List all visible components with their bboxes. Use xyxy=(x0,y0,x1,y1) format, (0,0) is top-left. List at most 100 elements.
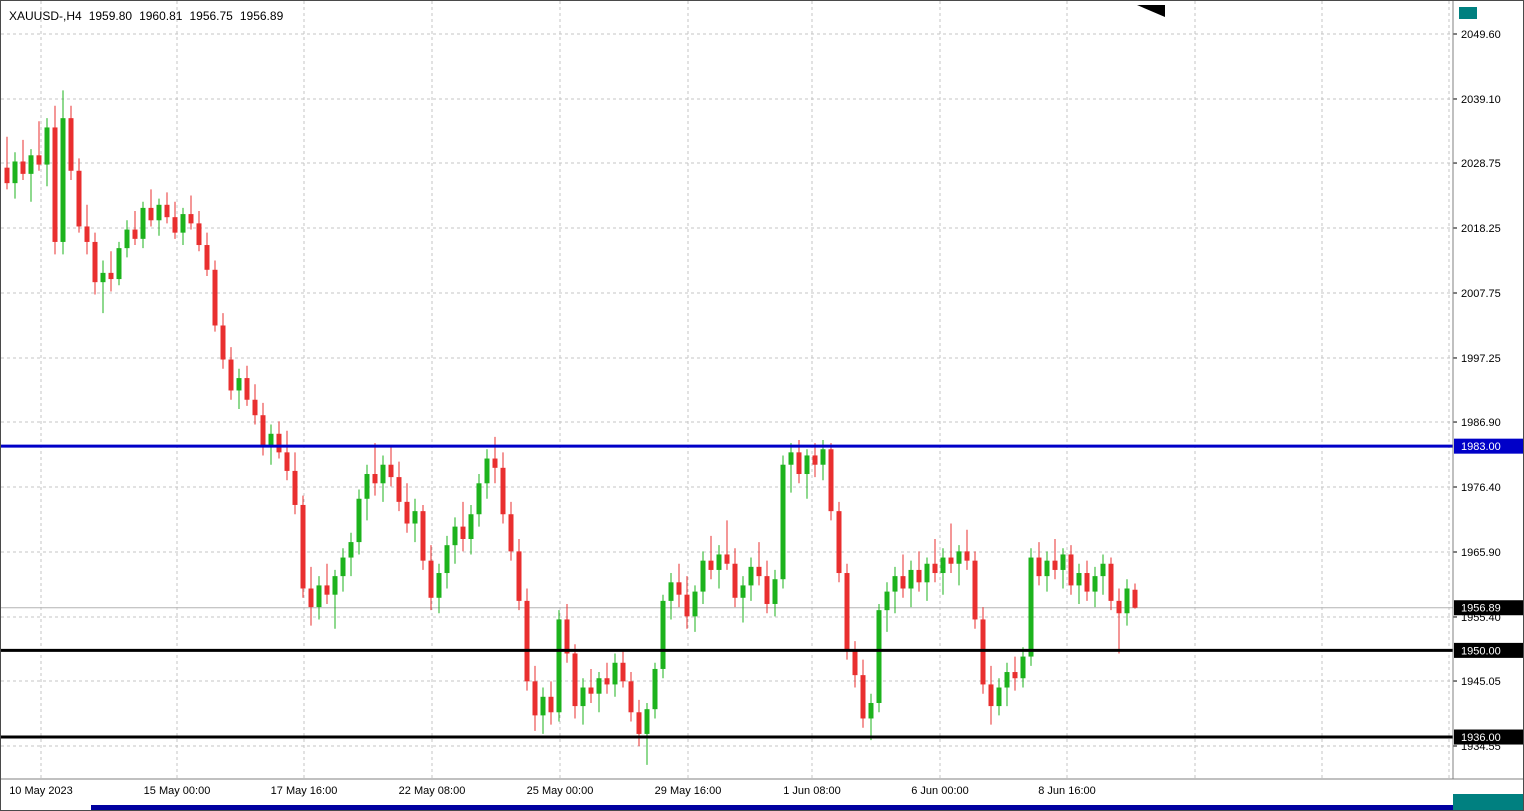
candle xyxy=(532,681,538,716)
candle xyxy=(20,161,26,174)
candle xyxy=(252,399,258,416)
candle xyxy=(156,204,162,221)
candle xyxy=(196,223,202,246)
price-axis-label: 1986.90 xyxy=(1461,417,1501,429)
candle xyxy=(940,557,946,574)
candle xyxy=(1012,672,1018,679)
candle xyxy=(356,498,362,543)
price-axis-label: 1997.25 xyxy=(1461,353,1501,365)
candle xyxy=(1092,576,1098,592)
candle xyxy=(780,464,786,580)
candle xyxy=(428,560,434,598)
candle xyxy=(1124,588,1130,614)
candle xyxy=(756,566,762,577)
candle xyxy=(92,241,98,283)
candle xyxy=(860,675,866,719)
candle xyxy=(140,207,146,239)
candle xyxy=(980,619,986,685)
candle xyxy=(1052,560,1058,570)
candle xyxy=(300,504,306,589)
candle xyxy=(948,557,954,564)
candle xyxy=(820,449,826,465)
candle xyxy=(924,563,930,583)
candle xyxy=(76,170,82,227)
candle xyxy=(116,248,122,280)
price-tag xyxy=(1454,438,1523,454)
candle xyxy=(700,560,706,592)
candle xyxy=(636,712,642,734)
candle xyxy=(748,566,754,586)
candle xyxy=(1028,557,1034,657)
candle xyxy=(556,619,562,713)
candle xyxy=(316,585,322,608)
candle xyxy=(292,470,298,505)
horizontal-scrollbar[interactable] xyxy=(91,805,1453,810)
quote-close: 1956.89 xyxy=(239,9,284,23)
candle xyxy=(996,687,1002,707)
candle xyxy=(284,452,290,471)
candle xyxy=(620,662,626,682)
quote-bar: XAUUSD-,H4 1959.80 1960.81 1956.75 1956.… xyxy=(9,9,283,23)
symbol-timeframe-label: XAUUSD-,H4 xyxy=(9,9,82,23)
candle xyxy=(436,573,442,598)
chart-shift-marker-icon[interactable] xyxy=(1137,5,1165,17)
candle xyxy=(1060,554,1066,570)
candle xyxy=(548,696,554,713)
candle xyxy=(388,464,394,478)
candle xyxy=(740,585,746,598)
candle xyxy=(1068,554,1074,586)
time-axis-label: 15 May 00:00 xyxy=(144,785,211,797)
candle xyxy=(500,467,506,515)
candle xyxy=(588,687,594,694)
price-axis-label: 1976.40 xyxy=(1461,482,1501,494)
price-tag-label: 1983.00 xyxy=(1461,441,1501,453)
candle xyxy=(396,477,402,502)
candle xyxy=(524,600,530,682)
candle xyxy=(684,594,690,617)
candle xyxy=(852,650,858,676)
candle xyxy=(212,269,218,326)
candle xyxy=(44,127,50,165)
candle xyxy=(108,272,114,280)
price-tag xyxy=(1454,600,1523,616)
candle xyxy=(276,433,282,453)
time-axis-label: 25 May 00:00 xyxy=(527,785,594,797)
candle xyxy=(580,687,586,707)
time-axis-label: 10 May 2023 xyxy=(9,785,73,797)
candle xyxy=(68,118,74,171)
candle xyxy=(476,483,482,515)
candle xyxy=(28,155,34,174)
candle xyxy=(268,433,274,447)
candle xyxy=(420,511,426,561)
candle xyxy=(516,551,522,601)
candle xyxy=(468,514,474,539)
candle xyxy=(1004,672,1010,688)
price-axis-label: 2039.10 xyxy=(1461,94,1501,106)
candle xyxy=(772,579,778,604)
candle xyxy=(492,458,498,468)
candle xyxy=(596,678,602,694)
price-tag-label: 1950.00 xyxy=(1461,645,1501,657)
candle xyxy=(372,474,378,484)
candle xyxy=(340,557,346,577)
candle xyxy=(788,452,794,465)
time-axis-label: 29 May 16:00 xyxy=(655,785,722,797)
candle xyxy=(836,511,842,574)
candle xyxy=(764,576,770,604)
candle xyxy=(364,474,370,499)
candle xyxy=(188,214,194,224)
candle xyxy=(404,501,410,524)
candle xyxy=(828,449,834,512)
candle xyxy=(348,542,354,558)
price-axis-label: 2049.60 xyxy=(1461,29,1501,41)
candle xyxy=(868,702,874,719)
candle xyxy=(844,573,850,651)
candle xyxy=(172,217,178,233)
candle xyxy=(124,229,130,249)
candle xyxy=(876,610,882,703)
candle xyxy=(916,569,922,583)
candle xyxy=(604,678,610,685)
candle xyxy=(1036,557,1042,577)
candle xyxy=(660,600,666,669)
